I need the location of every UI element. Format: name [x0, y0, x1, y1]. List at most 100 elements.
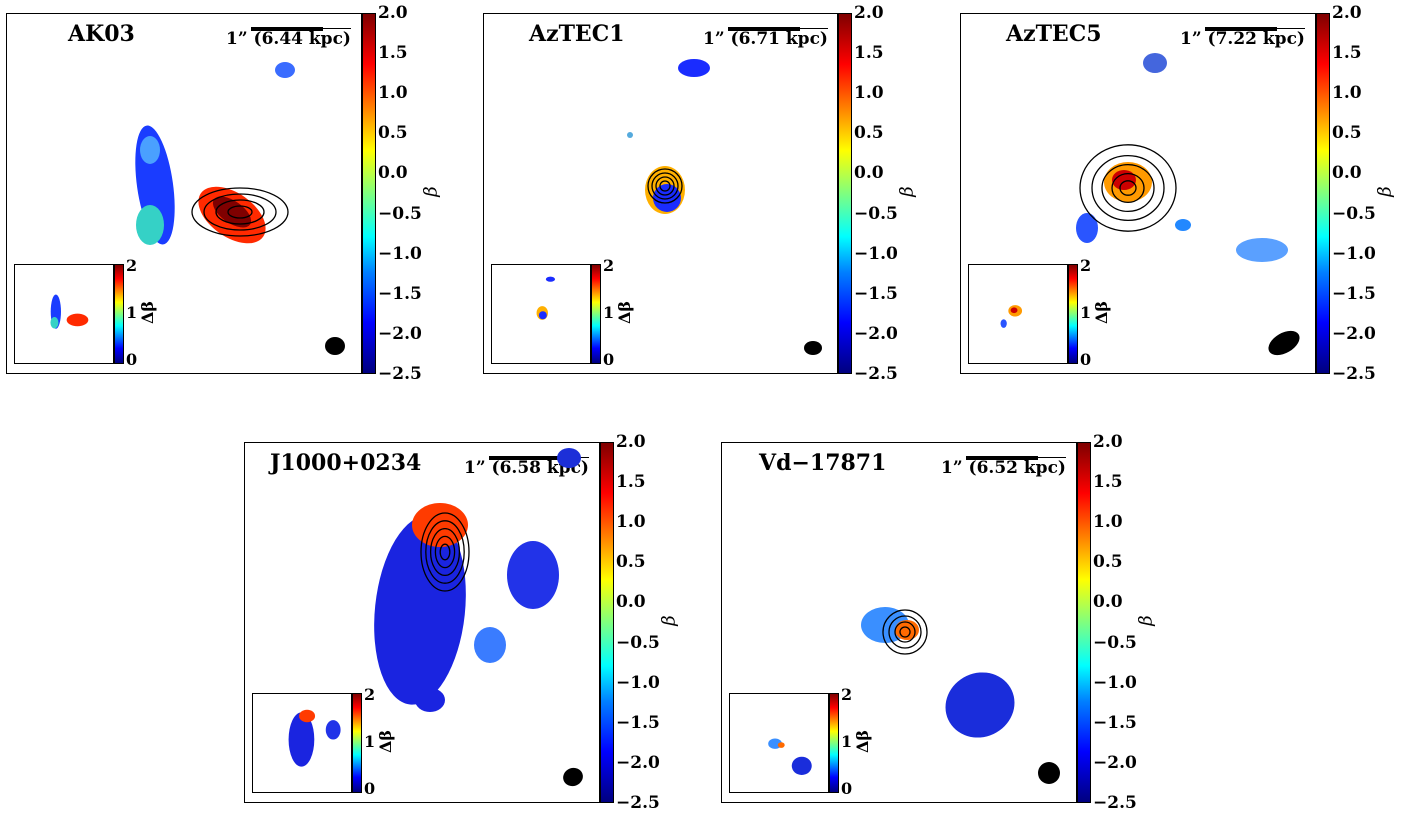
beam-ellipse — [563, 767, 583, 787]
colorbar — [838, 13, 852, 374]
inset-colorbar-tick: 0 — [364, 779, 376, 798]
flux-contour — [882, 609, 928, 655]
colorbar — [1077, 442, 1091, 803]
flux-contour — [1111, 172, 1145, 204]
colorbar-tick: 1.5 — [1093, 472, 1123, 493]
flux-contour — [420, 512, 470, 592]
scale-bar — [1205, 27, 1277, 31]
colorbar-tick: −2.0 — [1093, 752, 1137, 773]
inset-colorbar-tick: 1 — [1080, 303, 1092, 322]
inset-colorbar — [114, 264, 124, 364]
colorbar-tick: 2.0 — [616, 432, 646, 452]
scale-bar-label: 1” (6.71 kpc) — [703, 28, 828, 49]
beam-ellipse — [804, 341, 822, 355]
colorbar-tick: 0.0 — [1093, 592, 1123, 613]
colorbar-tick: −2.5 — [616, 792, 660, 813]
colorbar-tick: 1.5 — [854, 43, 884, 64]
colorbar-tick: −1.0 — [378, 243, 422, 264]
colorbar-tick: −0.5 — [616, 632, 660, 653]
colorbar-tick: 2.0 — [1093, 432, 1123, 452]
inset-colorbar-tick: 2 — [126, 256, 138, 275]
colorbar-tick: −1.5 — [1332, 283, 1376, 304]
colorbar-tick: −2.5 — [1332, 363, 1376, 384]
emission-region — [415, 688, 445, 712]
inset-colorbar-tick: 2 — [603, 256, 615, 275]
colorbar-tick: −2.0 — [854, 323, 898, 344]
beam-ellipse — [1268, 330, 1300, 356]
colorbar-tick: −1.0 — [854, 243, 898, 264]
emission-region — [140, 136, 160, 164]
colorbar-tick: 0.0 — [378, 163, 408, 184]
colorbar-tick: 2.0 — [1332, 3, 1362, 23]
flux-contour — [191, 187, 289, 237]
colorbar-tick: −0.5 — [378, 203, 422, 224]
colorbar-tick: 1.0 — [616, 512, 646, 533]
emission-region — [557, 448, 581, 468]
flux-contour — [429, 527, 461, 577]
colorbar-tick: −0.5 — [854, 203, 898, 224]
emission-region — [945, 672, 1015, 738]
colorbar-tick: −1.0 — [616, 672, 660, 693]
flux-contour — [434, 535, 456, 569]
flux-contour — [439, 543, 451, 561]
colorbar-tick: 1.0 — [1332, 83, 1362, 104]
colorbar-tick: 1.5 — [616, 472, 646, 493]
inset-region — [1000, 319, 1007, 328]
beam-ellipse — [1038, 762, 1060, 784]
flux-contour — [215, 199, 265, 225]
scale-bar — [251, 27, 323, 31]
flux-contour — [1091, 154, 1165, 222]
colorbar-tick: 0.5 — [854, 123, 884, 144]
colorbar — [362, 13, 376, 374]
flux-contour — [425, 520, 465, 584]
colorbar-tick: 0.5 — [1332, 123, 1362, 144]
emission-region — [678, 59, 710, 77]
inset-region — [791, 756, 812, 775]
flux-contour — [203, 193, 277, 231]
emission-region — [374, 515, 466, 705]
colorbar-tick: −1.5 — [1093, 712, 1137, 733]
colorbar-tick: −1.5 — [378, 283, 422, 304]
emission-region — [1175, 219, 1191, 231]
panel-title: J1000+0234 — [270, 450, 422, 476]
colorbar-tick: −1.0 — [1093, 672, 1137, 693]
inset-region — [538, 311, 547, 320]
inset-colorbar — [591, 264, 601, 364]
inset-colorbar — [1068, 264, 1078, 364]
inset-colorbar-tick: 2 — [1080, 256, 1092, 275]
colorbar-tick: −1.0 — [1332, 243, 1376, 264]
inset-region — [545, 276, 556, 282]
emission-region — [1112, 170, 1136, 190]
delta-beta-inset — [14, 264, 114, 364]
colorbar — [600, 442, 614, 803]
colorbar-tick: 1.0 — [378, 83, 408, 104]
colorbar-tick: −2.5 — [854, 363, 898, 384]
inset-colorbar-tick: 2 — [841, 685, 853, 704]
colorbar-tick: 0.0 — [1332, 163, 1362, 184]
inset-colorbar-tick: 0 — [1080, 350, 1092, 369]
colorbar-tick: 2.0 — [854, 3, 884, 23]
inset-colorbar-tick: 1 — [364, 732, 376, 751]
inset-colorbar-tick: 1 — [841, 732, 853, 751]
colorbar-tick: −0.5 — [1093, 632, 1137, 653]
colorbar-tick: 1.0 — [1093, 512, 1123, 533]
emission-region — [136, 205, 164, 245]
emission-region — [653, 184, 681, 212]
emission-region — [275, 62, 295, 78]
inset-colorbar-tick: 2 — [364, 685, 376, 704]
flux-contour — [659, 180, 671, 192]
colorbar-tick: −2.0 — [378, 323, 422, 344]
inset-region — [299, 709, 316, 723]
colorbar-tick: −2.5 — [378, 363, 422, 384]
colorbar-tick: 0.0 — [854, 163, 884, 184]
colorbar-tick: 0.5 — [378, 123, 408, 144]
inset-region — [1010, 307, 1018, 314]
beam-ellipse — [325, 337, 345, 355]
inset-colorbar-tick: 0 — [841, 779, 853, 798]
emission-region — [474, 627, 506, 663]
colorbar-tick: −0.5 — [1332, 203, 1376, 224]
flux-contour — [655, 176, 675, 196]
colorbar — [1316, 13, 1330, 374]
scale-bar — [728, 27, 800, 31]
